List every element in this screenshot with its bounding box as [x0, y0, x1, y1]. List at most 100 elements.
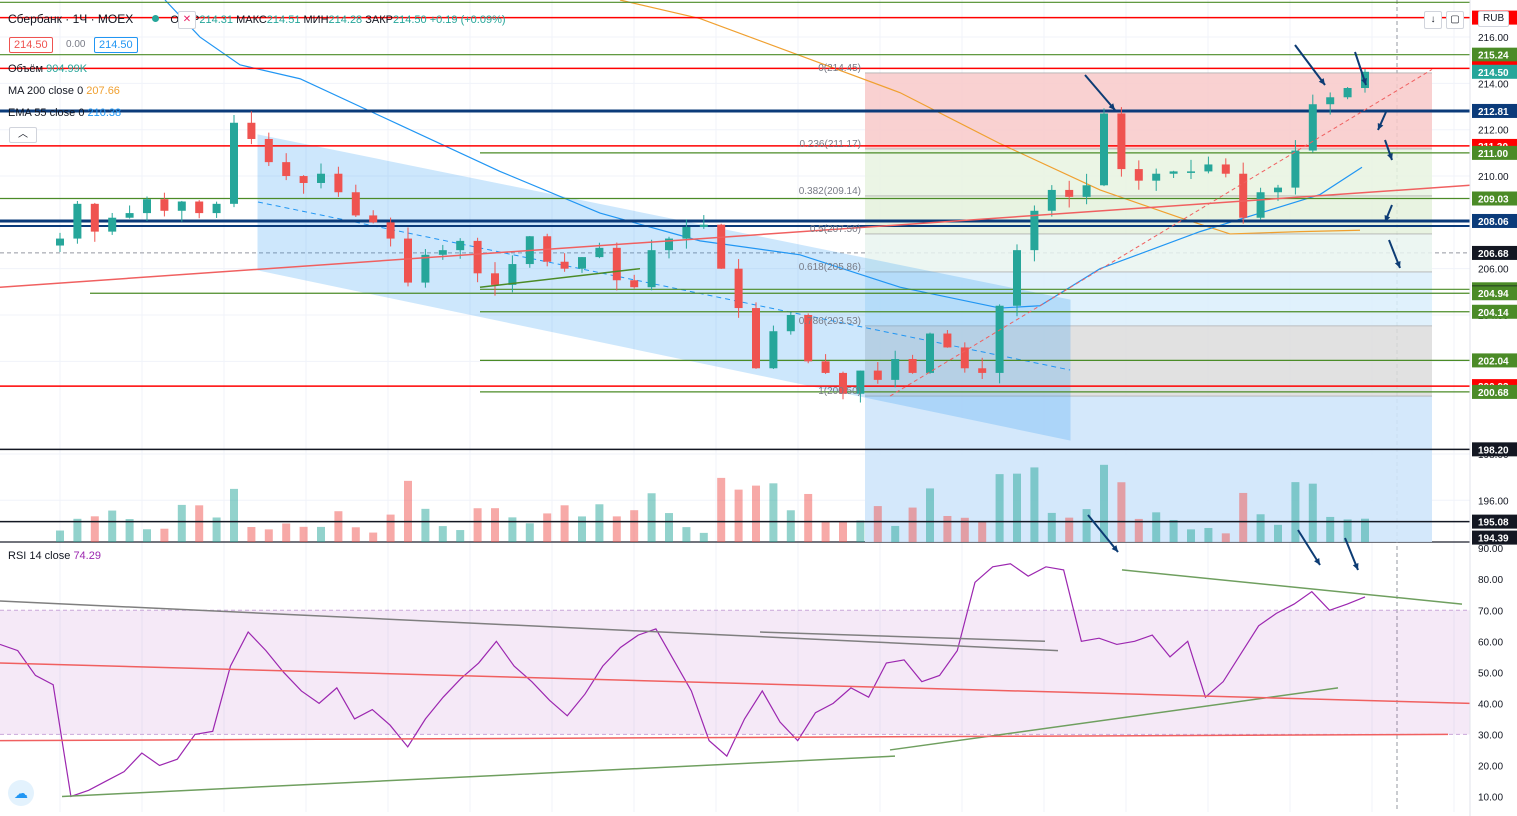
price-tag-box [1472, 442, 1517, 457]
volume-bar [595, 504, 604, 542]
maximize-icon[interactable]: ▢ [1446, 11, 1464, 29]
ma-200-line [619, 0, 1361, 235]
volume-bars [56, 464, 1369, 542]
volume-bar [647, 493, 656, 542]
price-tag-label: 194.39 [1478, 534, 1509, 545]
rsi-trendline [0, 662, 1471, 705]
ma-legend[interactable]: MA 200 close 0 207.66 [8, 85, 120, 97]
buy-price-button[interactable]: 214.50 [94, 37, 138, 53]
price-tag: 208.06 [1472, 213, 1517, 228]
volume-bar [282, 523, 291, 542]
volume-bar [369, 532, 378, 542]
fib-extension-band [865, 396, 1432, 542]
ohlc-values: ОТКР214.31 МАКС214.51 МИН214.28 ЗАКР214.… [170, 14, 505, 26]
price-tag-label: 200.68 [1478, 388, 1509, 399]
price-tick-label: 196.00 [1478, 496, 1509, 507]
price-tag: 200.68 [1472, 384, 1517, 399]
rsi-band [0, 610, 1470, 735]
rsi-trendline [0, 600, 1059, 652]
price-tag-label: 204.14 [1478, 308, 1509, 319]
candle-body [491, 273, 499, 285]
volume-bar [1274, 524, 1282, 542]
annotation-arrowhead-icon [1394, 261, 1401, 268]
price-axis: 216.00214.00212.00210.00208.00206.00204.… [1469, 0, 1517, 816]
candle-body [1030, 210, 1039, 251]
candle-body [752, 308, 760, 369]
candle-body [438, 250, 447, 255]
price-tag-box [1472, 191, 1517, 206]
rsi-legend[interactable]: RSI 14 close 74.29 [8, 550, 101, 562]
ema-legend[interactable]: EMA 55 close 0 210.38 [8, 107, 121, 119]
candle-body [1047, 189, 1056, 211]
symbol-title[interactable]: Сбербанк · 1Ч · MOEX [8, 12, 134, 26]
candle-body [90, 203, 99, 232]
ema-label: EMA 55 close 0 [8, 107, 85, 119]
volume-bar [578, 516, 586, 542]
price-tick-label: 210.00 [1478, 172, 1509, 183]
price-tag-box [1472, 47, 1517, 62]
currency-badge[interactable]: RUB [1478, 11, 1510, 27]
candle-body [386, 222, 395, 239]
sell-price-button[interactable]: 214.50 [9, 37, 53, 53]
volume-bar [821, 521, 830, 542]
tradingview-logo-icon[interactable]: ☁ [8, 780, 34, 806]
high-value: 214.51 [266, 14, 301, 26]
candle-body [404, 238, 412, 283]
volume-bar [630, 510, 639, 542]
volume-legend[interactable]: Объём 904.99K [8, 63, 87, 75]
fib-band [865, 271, 1432, 326]
price-tag-label: 209.03 [1478, 195, 1509, 206]
price-tag: 204.14 [1472, 304, 1517, 319]
price-tag: 214.50 [1472, 64, 1517, 79]
volume-bar [1134, 518, 1143, 542]
collapse-legend-icon[interactable]: ︿ [9, 127, 37, 143]
annotation-arrowhead-icon [1314, 558, 1320, 565]
price-tag: 202.04 [1472, 353, 1517, 368]
trendline-dashed [889, 69, 1433, 397]
level-lines [0, 1, 1470, 523]
candle-body [804, 315, 813, 362]
volume-bar [491, 508, 499, 542]
price-tag: 198.20 [1472, 442, 1517, 457]
price-tag-box [1472, 304, 1517, 319]
rsi-pane [0, 563, 1471, 798]
volume-bar [995, 474, 1004, 542]
compare-icon[interactable]: ✕ [178, 11, 196, 29]
fib-label: 0.5(207.50) [810, 224, 861, 235]
volume-bar [926, 488, 934, 542]
price-tag-box [1472, 353, 1517, 368]
candle-body [682, 226, 691, 239]
annotation-arrowhead-icon [1384, 215, 1391, 222]
candles [56, 68, 1369, 403]
candle-body [282, 162, 291, 177]
fib-band [865, 148, 1432, 196]
volume-bar [299, 526, 308, 542]
annotation-arrowhead-icon [1387, 153, 1393, 160]
volume-bar [56, 530, 64, 542]
volume-bar [456, 530, 465, 542]
candle-body [1152, 173, 1161, 181]
candle-body [230, 122, 238, 204]
candle-body [908, 359, 917, 373]
rsi-label: RSI 14 close [8, 550, 71, 562]
volume-bar [1308, 483, 1317, 542]
candle-body [978, 368, 987, 373]
candle-body [1117, 113, 1126, 170]
rsi-tick-label: 50.00 [1478, 668, 1503, 679]
volume-bar [891, 525, 900, 542]
spread-value: 0.00 [66, 39, 86, 50]
volume-bar [1169, 519, 1178, 542]
volume-bar [1082, 509, 1091, 542]
volume-bar [665, 513, 673, 542]
candle-body [299, 176, 308, 183]
scroll-down-icon[interactable]: ↓ [1424, 11, 1442, 29]
volume-bar [143, 529, 151, 542]
price-tag: 194.39 [1472, 530, 1517, 545]
price-tag-box [1472, 514, 1517, 529]
volume-bar [525, 523, 534, 542]
volume-bar [908, 507, 917, 542]
rsi-tick-label: 80.00 [1478, 575, 1503, 586]
volume-bar [734, 489, 743, 542]
volume-bar [1291, 482, 1300, 542]
